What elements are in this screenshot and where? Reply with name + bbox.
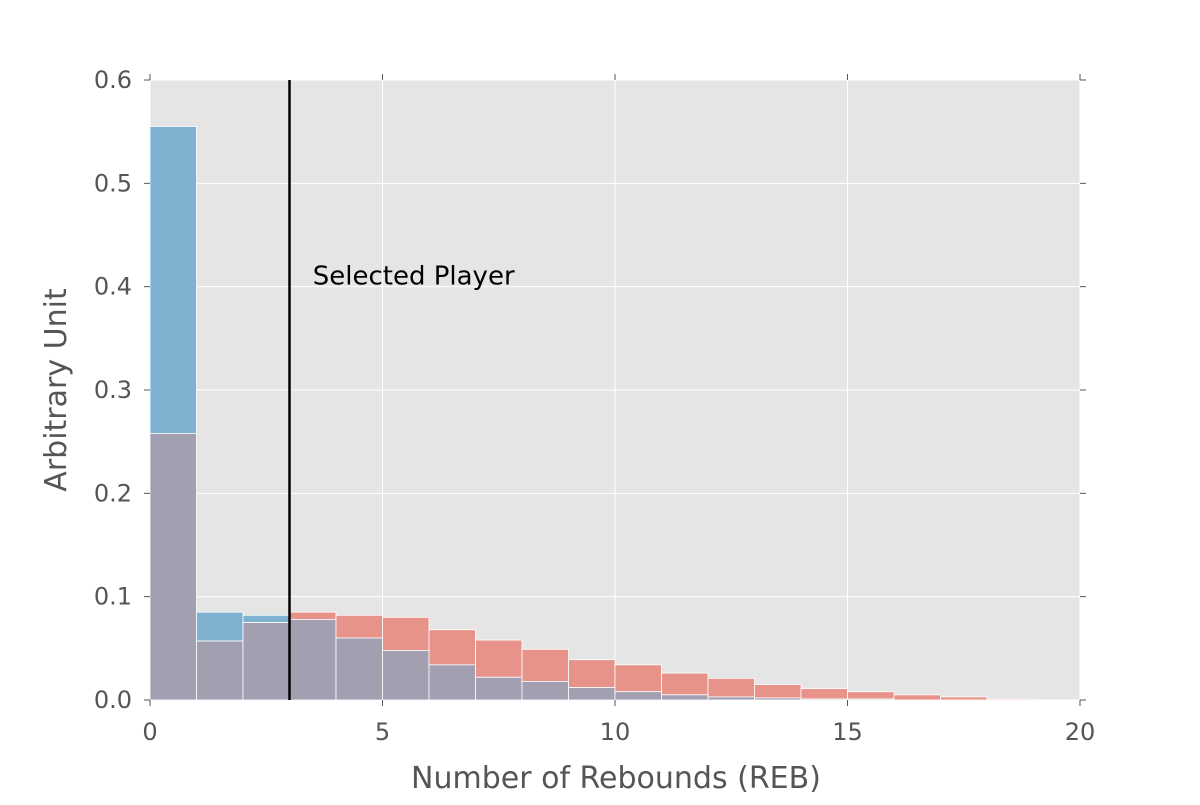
x-tick-label: 15 bbox=[832, 718, 863, 746]
histogram-bar-overlap bbox=[568, 687, 616, 701]
y-tick-label: 0.3 bbox=[94, 376, 132, 404]
histogram-bar bbox=[521, 648, 569, 682]
histogram-bar-overlap bbox=[475, 676, 523, 701]
histogram-bar-overlap bbox=[242, 622, 290, 701]
histogram-bar bbox=[242, 614, 290, 623]
histogram-bar-overlap bbox=[707, 696, 755, 701]
histogram-bar bbox=[754, 684, 802, 699]
histogram-bar-overlap bbox=[428, 664, 476, 701]
histogram-bar-overlap bbox=[382, 650, 430, 701]
histogram-bar-overlap bbox=[661, 694, 709, 701]
histogram-bar bbox=[707, 677, 755, 698]
x-tick-label: 0 bbox=[142, 718, 157, 746]
histogram-bar-overlap bbox=[521, 681, 569, 701]
x-tick-label: 5 bbox=[375, 718, 390, 746]
y-tick-label: 0.1 bbox=[94, 583, 132, 611]
annotation-selected-player: Selected Player bbox=[313, 262, 515, 292]
histogram-bar-overlap bbox=[800, 698, 848, 701]
histogram-bar bbox=[893, 694, 941, 701]
histogram-bar bbox=[986, 698, 1034, 701]
y-tick-label: 0.6 bbox=[94, 66, 132, 94]
histogram-bar bbox=[568, 659, 616, 689]
histogram-bar bbox=[475, 639, 523, 678]
x-tick-label: 10 bbox=[600, 718, 631, 746]
histogram-bar-overlap bbox=[614, 691, 662, 701]
histogram-bar bbox=[149, 126, 197, 434]
histogram-bar-overlap bbox=[847, 698, 895, 701]
histogram-bar-overlap bbox=[149, 432, 197, 701]
y-tick-label: 0.2 bbox=[94, 479, 132, 507]
histogram-bar bbox=[335, 614, 383, 639]
histogram-bar bbox=[289, 611, 337, 620]
y-tick-label: 0.4 bbox=[94, 273, 132, 301]
bars bbox=[149, 126, 1034, 701]
y-tick-label: 0.0 bbox=[94, 686, 132, 714]
histogram-bar-overlap bbox=[289, 619, 337, 701]
x-tick-label: 20 bbox=[1065, 718, 1096, 746]
histogram-bar bbox=[847, 691, 895, 700]
histogram-bar bbox=[940, 696, 988, 701]
histogram-bar bbox=[661, 672, 709, 696]
histogram-bar bbox=[800, 688, 848, 700]
histogram-bar-overlap bbox=[196, 640, 244, 701]
histogram-bar bbox=[196, 611, 244, 642]
x-axis-label: Number of Rebounds (REB) bbox=[411, 761, 821, 796]
histogram-bar-overlap bbox=[335, 637, 383, 701]
histogram-bar bbox=[382, 616, 430, 651]
histogram-bar-overlap bbox=[754, 697, 802, 701]
y-tick-label: 0.5 bbox=[94, 169, 132, 197]
y-axis-label: Arbitrary Unit bbox=[39, 288, 74, 492]
axis-ticks: 0.0 0.1 0.2 0.3 0.4 0.5 0.6 0 5 10 15 20 bbox=[94, 66, 1095, 746]
histogram-bar bbox=[614, 664, 662, 693]
histogram-bar bbox=[428, 629, 476, 666]
